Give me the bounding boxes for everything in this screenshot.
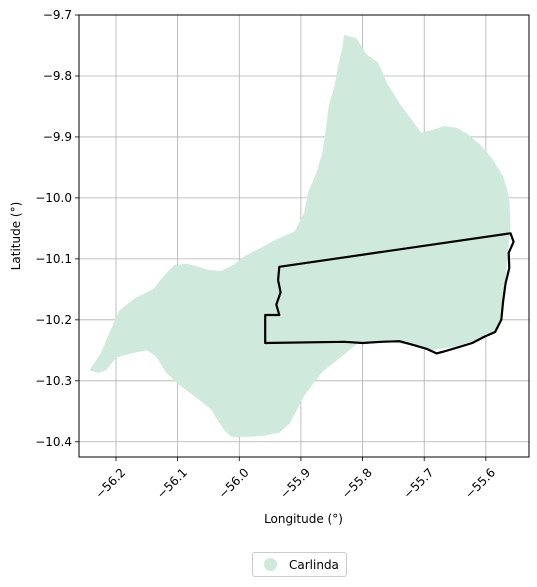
- x-axis-label: Longitude (°): [264, 512, 343, 526]
- x-tick-label: −55.7: [401, 465, 437, 501]
- x-tick-label: −56.2: [92, 465, 128, 501]
- legend-label-carlinda: Carlinda: [289, 557, 339, 572]
- region-carlinda: [89, 35, 511, 437]
- y-tick-label: −9.7: [43, 8, 72, 22]
- plot-frame: [78, 14, 530, 458]
- y-axis-label: Latitude (°): [9, 202, 23, 271]
- y-tick-label: −10.4: [35, 435, 72, 449]
- x-tick-label: −55.8: [339, 465, 375, 501]
- regions: [89, 35, 511, 437]
- outlines: [264, 232, 515, 355]
- plot-area: [78, 14, 530, 458]
- outline-polygon: [264, 232, 515, 355]
- y-tick-label: −10.2: [35, 313, 72, 327]
- y-tick-label: −9.8: [43, 69, 72, 83]
- y-tick-label: −9.9: [43, 130, 72, 144]
- x-tick-label: −55.6: [462, 465, 498, 501]
- x-tick-label: −55.9: [277, 465, 313, 501]
- legend: Carlinda: [252, 552, 347, 577]
- x-tick-label: −56.1: [154, 465, 190, 501]
- y-axis: −9.7 −9.8 −9.9 −10.0 −10.1 −10.2 −10.3 −10.4: [35, 8, 79, 449]
- y-tick-label: −10.3: [35, 374, 72, 388]
- y-tick-label: −10.1: [35, 252, 72, 266]
- x-tick-label: −56.0: [216, 465, 252, 501]
- y-tick-label: −10.0: [35, 191, 72, 205]
- legend-marker-carlinda: [264, 558, 277, 571]
- x-axis: −56.2 −56.1 −56.0 −55.9 −55.8 −55.7 −55.6: [92, 457, 498, 501]
